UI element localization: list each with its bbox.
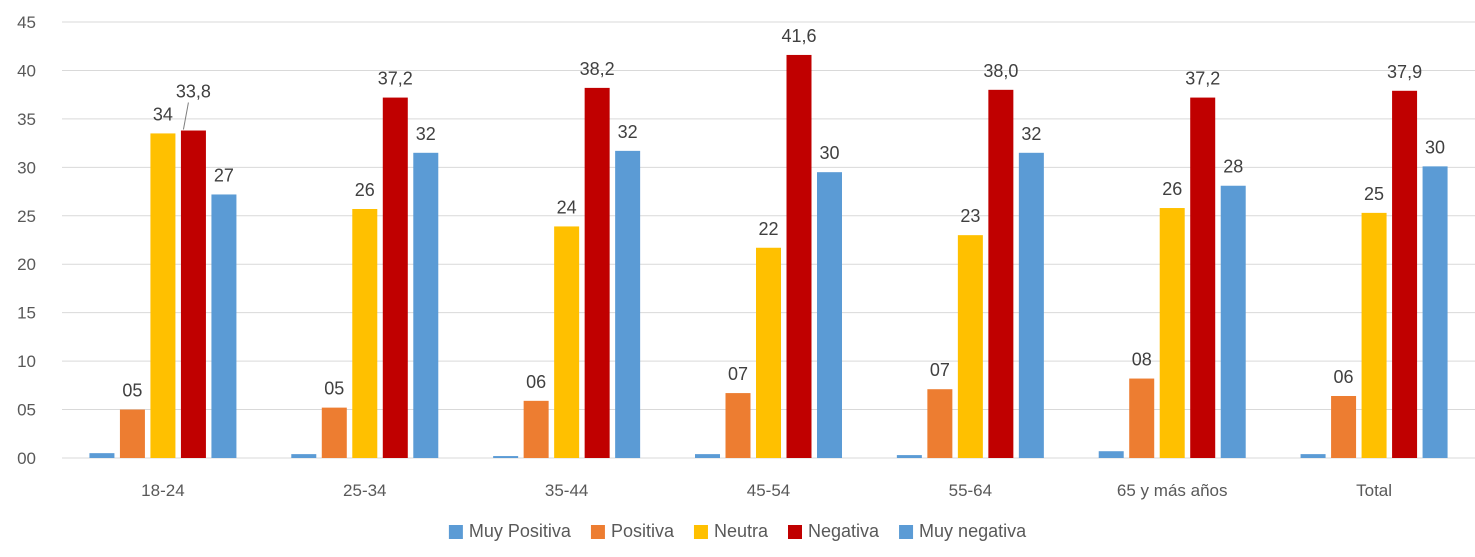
- data-label: 37,2: [1185, 69, 1220, 89]
- data-label: 25: [1364, 184, 1384, 204]
- data-label: 26: [1162, 179, 1182, 199]
- bar: [211, 194, 237, 458]
- data-label: 32: [416, 124, 436, 144]
- bar: [1129, 378, 1155, 458]
- legend-swatch: [590, 525, 605, 539]
- bar: [321, 407, 347, 458]
- y-tick-label: 40: [17, 61, 36, 80]
- legend-entry: Positiva: [611, 521, 675, 541]
- data-label: 32: [618, 122, 638, 142]
- bar: [725, 393, 751, 458]
- data-label: 06: [526, 372, 546, 392]
- legend-entry: Muy Positiva: [469, 521, 572, 541]
- data-label: 37,9: [1387, 62, 1422, 82]
- data-label: 37,2: [378, 69, 413, 89]
- data-label: 24: [557, 197, 577, 217]
- bar: [817, 172, 842, 458]
- data-label: 22: [758, 219, 778, 239]
- data-label: 34: [153, 104, 173, 124]
- legend-entry: Neutra: [714, 521, 769, 541]
- bar: [786, 54, 812, 458]
- data-label: 07: [930, 360, 950, 380]
- legend-swatch: [899, 525, 914, 539]
- data-label: 08: [1132, 350, 1152, 370]
- bar: [1018, 152, 1044, 459]
- data-label: 30: [1425, 137, 1445, 157]
- bar: [1422, 166, 1448, 458]
- bar: [584, 87, 610, 458]
- data-label: 23: [960, 206, 980, 226]
- y-tick-label: 15: [17, 304, 36, 323]
- bar: [1098, 451, 1124, 458]
- bar: [291, 454, 317, 458]
- bar: [756, 247, 781, 458]
- bar: [1392, 90, 1418, 459]
- data-label: 27: [214, 165, 234, 185]
- y-tick-label: 10: [17, 352, 36, 371]
- bar: [615, 150, 641, 458]
- x-tick-label: 45-54: [747, 481, 790, 500]
- legend-swatch: [693, 525, 708, 539]
- bar: [1300, 454, 1326, 458]
- bar: [413, 152, 439, 459]
- y-tick-label: 00: [17, 449, 36, 468]
- data-label: 32: [1021, 124, 1041, 144]
- y-tick-label: 25: [17, 207, 36, 226]
- data-label: 06: [1334, 367, 1354, 387]
- bar: [119, 409, 145, 458]
- bar: [523, 400, 549, 458]
- data-label: 30: [819, 143, 839, 163]
- data-label: 07: [728, 364, 748, 384]
- x-tick-label: 18-24: [141, 481, 184, 500]
- bar: [382, 97, 408, 458]
- data-label: 28: [1223, 157, 1243, 177]
- bar: [493, 456, 519, 458]
- legend-swatch: [788, 525, 802, 539]
- bar: [896, 455, 922, 458]
- bar: [957, 235, 983, 458]
- legend-entry: Muy negativa: [919, 521, 1027, 541]
- bar: [89, 453, 115, 458]
- x-tick-label: 65 y más años: [1117, 481, 1228, 500]
- data-label: 38,0: [983, 61, 1018, 81]
- x-tick-label: 35-44: [545, 481, 588, 500]
- bar: [1361, 212, 1387, 458]
- bar: [1331, 395, 1357, 458]
- bar: [927, 389, 953, 458]
- data-label: 05: [122, 381, 142, 401]
- y-tick-label: 45: [17, 13, 36, 32]
- bar: [352, 208, 378, 458]
- bar: [180, 130, 206, 458]
- bar: [150, 133, 176, 458]
- y-tick-label: 30: [17, 158, 36, 177]
- x-tick-label: Total: [1356, 481, 1392, 500]
- legend-swatch: [448, 525, 463, 539]
- leader-line: [182, 102, 189, 130]
- x-tick-label: 25-34: [343, 481, 386, 500]
- y-tick-label: 35: [17, 110, 36, 129]
- legend: Muy Positiva Positiva Neutra Negativa Muy ne…: [448, 521, 1027, 541]
- data-label: 33,8: [176, 82, 211, 102]
- data-label: 05: [324, 379, 344, 399]
- x-axis-ticks: 18-24 25-34 35-44 45-54 55-64 65 y más años To…: [141, 481, 1392, 500]
- data-label: 38,2: [580, 59, 615, 79]
- bar: [988, 89, 1014, 459]
- y-tick-label: 20: [17, 255, 36, 274]
- bar: [695, 454, 720, 458]
- bars: [89, 54, 1448, 459]
- bar: [1190, 97, 1216, 458]
- y-axis-ticks: 00 05 10 15 20 25 30 35 40 45: [17, 13, 36, 468]
- data-label: 26: [355, 180, 375, 200]
- bar: [1220, 185, 1246, 458]
- bar: [554, 226, 580, 458]
- y-tick-label: 05: [17, 401, 36, 420]
- data-label: 41,6: [781, 26, 816, 46]
- x-tick-label: 55-64: [949, 481, 992, 500]
- legend-entry: Negativa: [808, 521, 880, 541]
- bar: [1159, 208, 1185, 458]
